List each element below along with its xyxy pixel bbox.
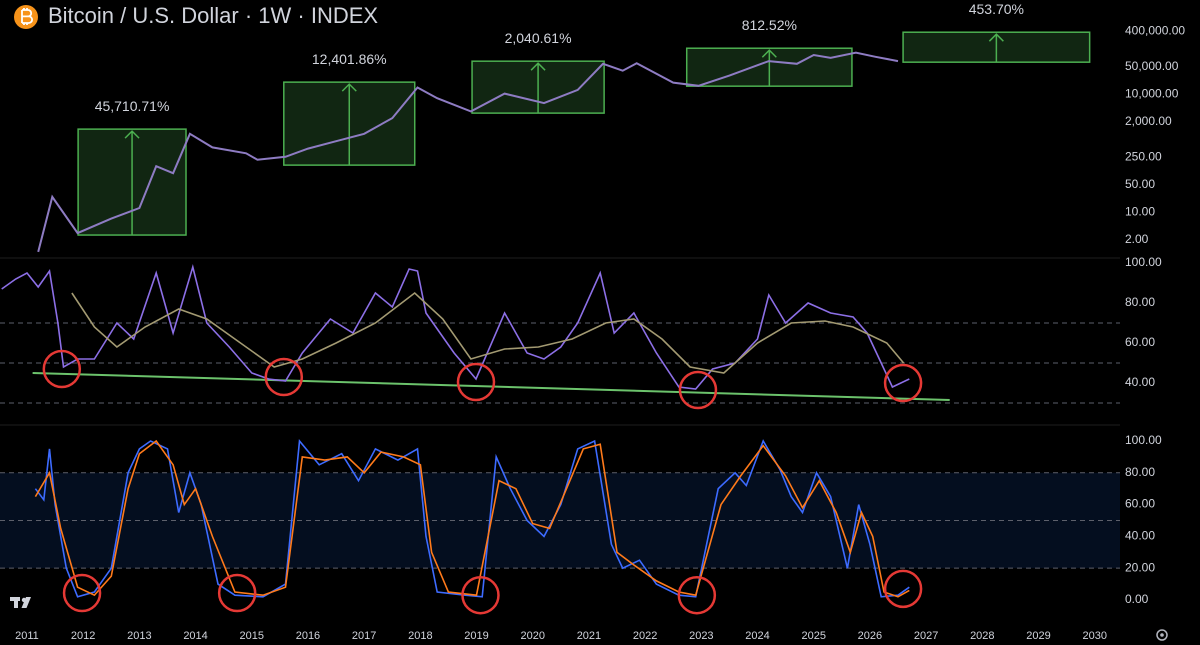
- x-tick-label: 2019: [464, 630, 488, 642]
- x-tick-label: 2021: [577, 630, 601, 642]
- gain-label: 2,040.61%: [505, 30, 572, 46]
- x-tick-label: 2029: [1026, 630, 1050, 642]
- y-tick-label: 250.00: [1125, 150, 1162, 164]
- y-tick-label: 40.00: [1125, 529, 1155, 543]
- series-line: [1, 263, 910, 390]
- y-tick-label: 100.00: [1125, 433, 1162, 447]
- y-tick-label: 0.00: [1125, 592, 1149, 606]
- x-tick-label: 2018: [408, 630, 432, 642]
- highlight-circle: [883, 363, 923, 403]
- series-line: [71, 291, 905, 374]
- chart-title: Bitcoin / U.S. Dollar · 1W · INDEX: [48, 3, 378, 28]
- y-tick-label: 80.00: [1125, 465, 1155, 479]
- y-tick-label: 50,000.00: [1125, 59, 1179, 73]
- highlight-circle: [217, 573, 257, 613]
- y-tick-label: 20.00: [1125, 560, 1155, 574]
- y-tick-label: 10,000.00: [1125, 87, 1179, 101]
- y-tick-label: 100.00: [1125, 255, 1162, 269]
- x-tick-label: 2028: [970, 630, 994, 642]
- y-tick-label: 80.00: [1125, 295, 1155, 309]
- gain-arrow: [530, 62, 546, 114]
- x-tick-label: 2027: [914, 630, 938, 642]
- y-tick-label: 40.00: [1125, 375, 1155, 389]
- series-line: [34, 439, 910, 598]
- trendline: [32, 372, 950, 401]
- x-tick-label: 2025: [801, 630, 825, 642]
- highlight-circle: [678, 370, 718, 410]
- x-tick-label: 2023: [689, 630, 713, 642]
- bitcoin-icon-glyph: [21, 8, 33, 25]
- gain-label: 45,710.71%: [95, 98, 170, 114]
- x-tick-label: 2026: [858, 630, 882, 642]
- gain-label: 812.52%: [742, 17, 797, 33]
- x-tick-label: 2020: [521, 630, 545, 642]
- x-tick-label: 2024: [745, 630, 769, 642]
- x-tick-label: 2022: [633, 630, 657, 642]
- price-line: [37, 51, 899, 253]
- gain-arrow: [124, 130, 140, 236]
- gain-arrow: [341, 83, 357, 166]
- x-tick-label: 2013: [127, 630, 151, 642]
- x-tick-label: 2015: [240, 630, 264, 642]
- x-tick-label: 2012: [71, 630, 95, 642]
- x-tick-label: 2017: [352, 630, 376, 642]
- y-tick-label: 400,000.00: [1125, 24, 1185, 38]
- y-tick-label: 2,000.00: [1125, 114, 1172, 128]
- y-tick-label: 10.00: [1125, 205, 1155, 219]
- settings-icon[interactable]: [1156, 629, 1168, 641]
- y-tick-label: 60.00: [1125, 335, 1155, 349]
- y-tick-label: 60.00: [1125, 497, 1155, 511]
- gain-label: 453.70%: [969, 1, 1024, 17]
- x-tick-label: 2011: [15, 630, 39, 642]
- highlight-circle: [677, 575, 717, 615]
- highlight-circle: [42, 349, 82, 389]
- y-tick-label: 2.00: [1125, 232, 1149, 246]
- highlight-circle: [461, 575, 500, 615]
- series-line: [34, 439, 910, 598]
- x-tick-label: 2014: [183, 630, 207, 642]
- y-tick-label: 50.00: [1125, 177, 1155, 191]
- highlight-circle: [62, 573, 102, 613]
- x-tick-label: 2016: [296, 630, 320, 642]
- x-tick-label: 2030: [1082, 630, 1106, 642]
- highlight-circle: [883, 569, 923, 609]
- highlight-circle: [264, 357, 304, 397]
- gain-arrow: [761, 49, 777, 87]
- highlight-circle: [456, 362, 496, 402]
- gain-arrow: [988, 33, 1004, 63]
- gain-label: 12,401.86%: [312, 51, 387, 67]
- tradingview-logo: [10, 597, 31, 608]
